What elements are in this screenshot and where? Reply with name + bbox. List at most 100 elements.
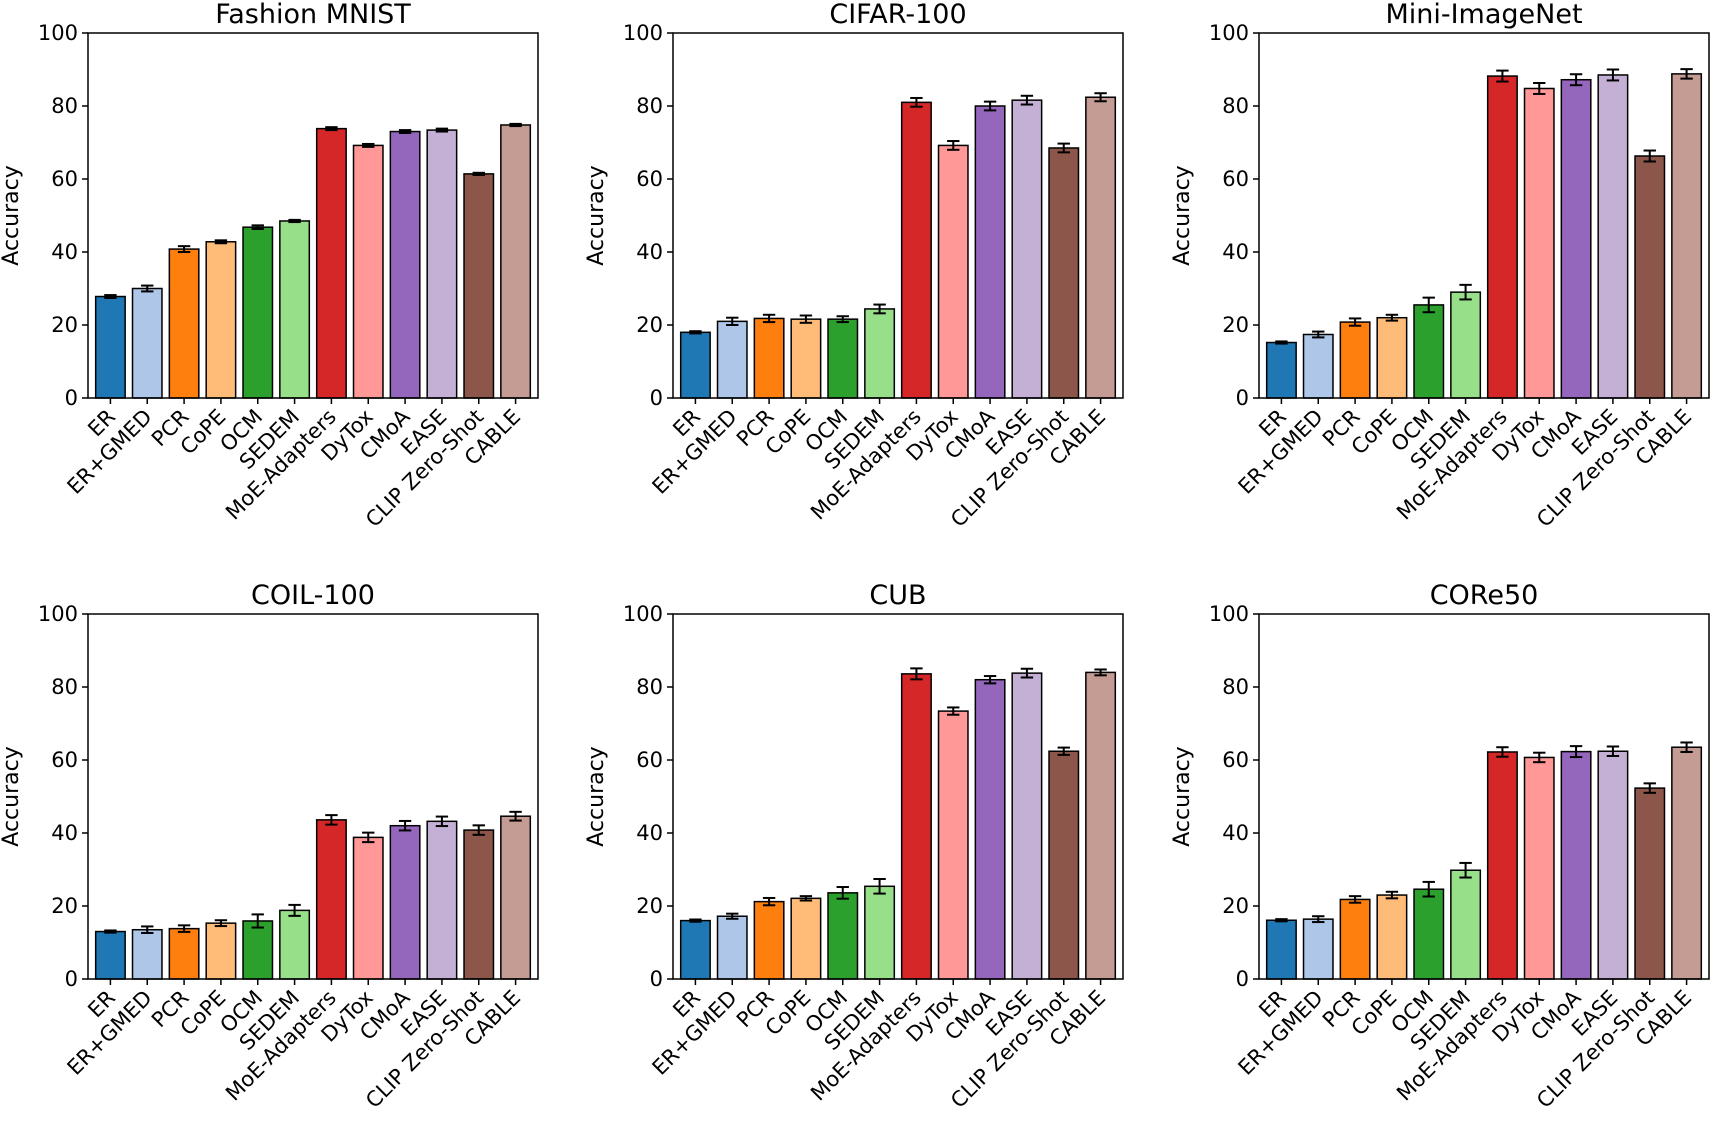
bar [1597,750,1629,980]
bar [94,295,126,399]
bar [900,673,932,980]
y-tick-label: 100 [1209,602,1249,626]
chart-panel-5: CUBAccuracy020406080100ERER+GMEDPCRCoPEO… [584,580,1124,1113]
y-tick-label: 20 [51,313,78,337]
y-tick-label: 100 [38,602,78,626]
y-tick-label: 40 [51,240,78,264]
y-tick-label: 20 [51,894,78,918]
bar [1048,147,1080,399]
bar [1450,869,1482,980]
bar [974,678,1006,980]
bar [279,220,311,399]
bar [679,919,711,980]
chart-title: COIL-100 [251,580,375,611]
y-tick-label: 60 [51,748,78,772]
bar [389,130,421,399]
bar [974,105,1006,399]
bar [1376,316,1408,399]
chart-panel-1: Fashion MNISTAccuracy020406080100ERER+GM… [0,0,539,532]
y-tick-label: 100 [1209,21,1249,45]
y-tick-label: 100 [623,602,663,626]
y-tick-label: 100 [623,21,663,45]
bar [1265,919,1297,980]
bar [1560,750,1592,980]
y-axis-label: Accuracy [1170,165,1195,265]
y-tick-label: 0 [1236,967,1249,991]
bar [1339,898,1371,980]
bar [352,144,384,399]
y-tick-label: 40 [51,821,78,845]
y-tick-label: 80 [1222,94,1249,118]
bar [1048,750,1080,980]
y-tick-label: 0 [65,967,78,991]
y-tick-label: 0 [650,386,663,410]
bar [1486,75,1518,399]
bar [716,915,748,980]
bar [900,101,932,399]
bar [279,909,311,980]
chart-title: CORe50 [1430,580,1539,611]
y-tick-label: 20 [1222,313,1249,337]
y-tick-label: 80 [51,94,78,118]
y-tick-label: 40 [636,821,663,845]
bar [864,308,896,399]
y-tick-label: 60 [636,167,663,191]
bar [1085,671,1117,980]
bar [1597,74,1629,399]
y-tick-label: 20 [636,894,663,918]
bar [790,318,822,399]
y-tick-label: 40 [636,240,663,264]
bar [426,820,458,980]
bar [1265,341,1297,399]
plot-frame [87,613,539,980]
chart-title: CUB [869,580,926,611]
bar [1634,787,1666,980]
bar [500,815,532,980]
bar [131,928,163,980]
bar [426,129,458,399]
bar [1339,321,1371,399]
bar [168,927,200,980]
bar [1671,746,1703,980]
bar [937,144,969,399]
bar [1486,751,1518,980]
y-tick-label: 40 [1222,240,1249,264]
y-tick-label: 60 [51,167,78,191]
bar [168,248,200,399]
bar [389,824,421,980]
bar [1376,894,1408,980]
bar [827,892,859,980]
bar [1634,155,1666,399]
bar [1011,99,1043,399]
bar [1302,333,1334,399]
plot-frame [87,32,539,399]
bar [716,320,748,399]
bar [315,819,347,980]
bar [463,173,495,399]
y-tick-label: 0 [65,386,78,410]
y-axis-label: Accuracy [584,165,609,265]
bar [1523,87,1555,399]
plot-frame [672,613,1124,980]
chart-panel-3: Mini-ImageNetAccuracy020406080100ERER+GM… [1170,0,1710,532]
bar [131,287,163,399]
bar [1011,672,1043,980]
bar [1413,304,1445,399]
bar [1523,756,1555,980]
y-tick-label: 20 [636,313,663,337]
y-tick-label: 80 [1222,675,1249,699]
y-axis-label: Accuracy [584,746,609,846]
y-axis-label: Accuracy [1170,746,1195,846]
chart-panel-6: CORe50Accuracy020406080100ERER+GMEDPCRCo… [1170,580,1710,1113]
y-axis-label: Accuracy [0,165,24,265]
chart-panel-4: COIL-100Accuracy020406080100ERER+GMEDPCR… [0,580,539,1113]
bar [94,930,126,980]
y-tick-label: 20 [1222,894,1249,918]
bar [864,885,896,980]
bar [937,710,969,980]
bar [827,318,859,399]
bar [1671,73,1703,399]
bar [679,331,711,399]
bar [242,920,274,980]
bar [463,829,495,980]
